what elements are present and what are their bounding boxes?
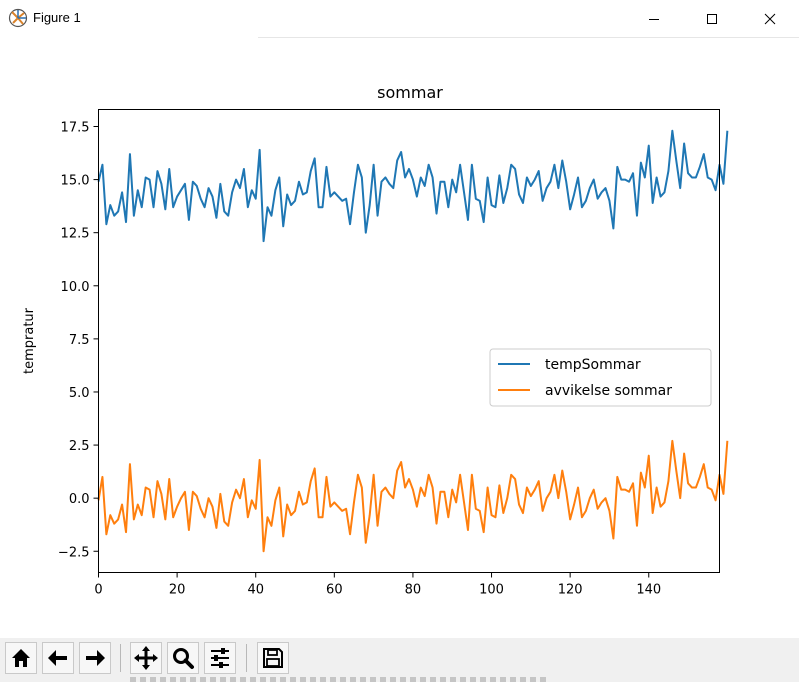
chart: sommar tempratur 0 20 40 60 80 100 120 140 −2.5 0… — [22, 83, 729, 598]
close-icon — [764, 13, 776, 24]
y-tick-label: 15.0 — [61, 174, 90, 189]
y-tick-label: 2.5 — [69, 439, 90, 454]
sliders-icon — [211, 648, 229, 668]
minimize-button[interactable] — [625, 0, 683, 37]
x-tick-label: 0 — [94, 583, 102, 598]
y-tick-label: 7.5 — [69, 333, 90, 348]
forward-button[interactable] — [79, 642, 111, 674]
titlebar-divider — [258, 37, 799, 38]
x-tick-label: 120 — [558, 583, 583, 598]
legend-label-avvikelse-sommar: avvikelse sommar — [545, 383, 672, 399]
legend: tempSommar avvikelse sommar — [489, 348, 712, 407]
x-tick-label: 100 — [479, 583, 504, 598]
status-bar — [130, 677, 550, 682]
toolbar-separator — [120, 644, 121, 672]
x-tick-label: 40 — [247, 583, 264, 598]
legend-box — [489, 348, 712, 407]
floppy-disk-icon — [263, 648, 283, 668]
x-tick-label: 80 — [405, 583, 422, 598]
zoom-button[interactable] — [167, 642, 199, 674]
toolbar-separator — [246, 644, 247, 672]
pan-button[interactable] — [130, 642, 162, 674]
axes-frame — [98, 109, 720, 573]
home-icon — [12, 649, 30, 667]
arrow-left-icon — [48, 650, 67, 666]
figure-canvas[interactable]: sommar tempratur 0 20 40 60 80 100 120 140 −2.5 0… — [0, 38, 799, 638]
window-title: Figure 1 — [33, 10, 81, 25]
navigation-toolbar — [0, 638, 799, 682]
x-tick-label: 140 — [636, 583, 661, 598]
maximize-icon — [707, 13, 717, 24]
y-tick-label: −2.5 — [58, 545, 90, 560]
save-button[interactable] — [257, 642, 289, 674]
magnifier-icon — [173, 648, 194, 669]
y-axis-label: tempratur — [22, 307, 37, 374]
configure-subplots-button[interactable] — [204, 642, 236, 674]
y-tick-label: 0.0 — [69, 492, 90, 507]
matplotlib-logo-icon — [8, 8, 28, 28]
series-line-tempSommar — [97, 129, 729, 243]
minimize-icon — [649, 18, 659, 20]
y-tick-label: 17.5 — [61, 120, 90, 135]
close-button[interactable] — [741, 0, 799, 37]
chart-title: sommar — [377, 83, 443, 102]
x-tick-label: 20 — [169, 583, 186, 598]
arrow-right-icon — [86, 650, 105, 666]
x-tick-label: 60 — [326, 583, 343, 598]
home-button[interactable] — [5, 642, 37, 674]
y-tick-label: 5.0 — [69, 386, 90, 401]
y-tick-label: 12.5 — [61, 227, 90, 242]
move-icon — [134, 646, 158, 670]
y-tick-label: 10.0 — [61, 280, 90, 295]
window-titlebar: Figure 1 — [0, 0, 799, 37]
maximize-button[interactable] — [683, 0, 741, 37]
series-line-avvikelse-sommar — [97, 439, 729, 553]
legend-label-tempSommar: tempSommar — [545, 357, 641, 373]
back-button[interactable] — [42, 642, 74, 674]
